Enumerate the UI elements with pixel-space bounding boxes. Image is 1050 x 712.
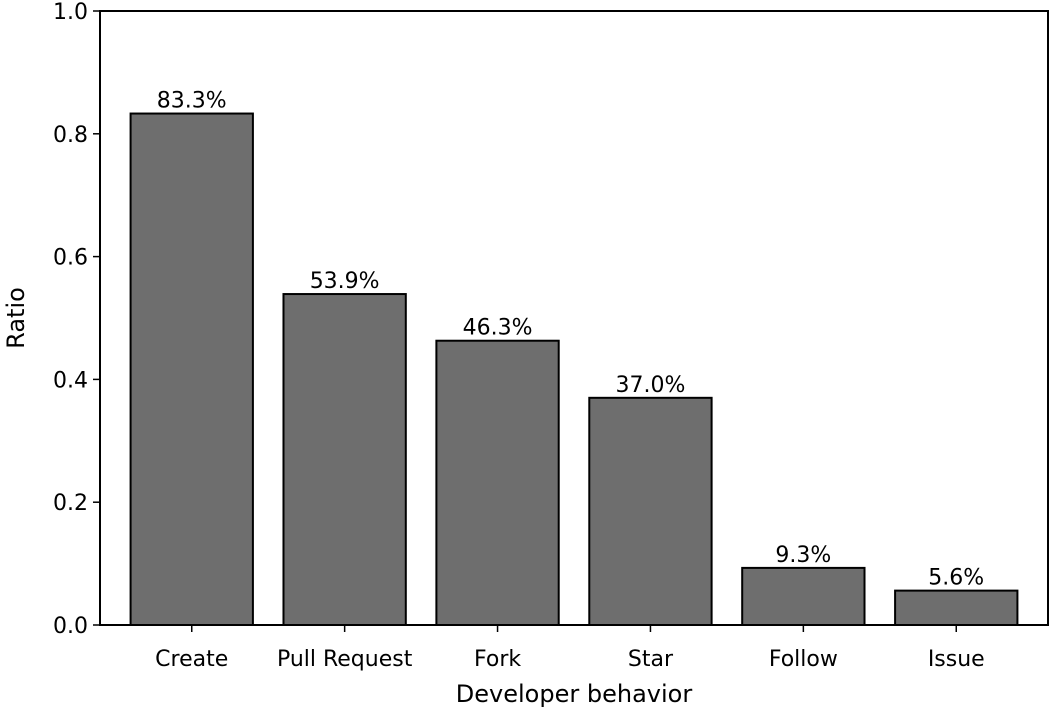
x-tick-label: Create — [155, 647, 228, 672]
data-label: 53.9% — [310, 269, 380, 294]
bar-follow — [741, 566, 866, 627]
y-tick-label: 0.4 — [53, 368, 88, 393]
bar-star — [588, 396, 713, 626]
x-axis: Create Pull Request Fork Star Follow Issue — [155, 625, 985, 672]
data-label: 83.3% — [157, 89, 227, 114]
x-axis-title: Developer behavior — [456, 680, 693, 708]
bar-fork — [435, 339, 560, 626]
data-labels: 83.3% 53.9% 46.3% 37.0% 9.3% 5.6% — [157, 89, 984, 591]
x-tick-label: Follow — [769, 647, 838, 672]
x-tick-label: Issue — [928, 647, 985, 672]
y-axis-title: Ratio — [2, 287, 30, 349]
data-label: 46.3% — [463, 316, 533, 341]
bars — [129, 112, 1019, 627]
y-tick-label: 0.2 — [53, 491, 88, 516]
y-tick-label: 1.0 — [53, 0, 88, 25]
bar-pull-request — [282, 293, 407, 626]
y-tick-label: 0.6 — [53, 246, 88, 271]
data-label: 5.6% — [928, 566, 984, 591]
y-tick-label: 0.0 — [53, 614, 88, 639]
x-tick-label: Star — [628, 647, 674, 672]
bar-issue — [894, 589, 1019, 627]
plot-frame — [99, 10, 1049, 626]
y-axis: 0.0 0.2 0.4 0.6 0.8 1.0 — [53, 0, 100, 639]
data-label: 9.3% — [775, 543, 831, 568]
y-tick-label: 0.8 — [53, 123, 88, 148]
x-tick-label: Pull Request — [277, 647, 413, 672]
x-tick-label: Fork — [474, 647, 521, 672]
data-label: 37.0% — [616, 373, 686, 398]
bar-create — [129, 112, 254, 627]
